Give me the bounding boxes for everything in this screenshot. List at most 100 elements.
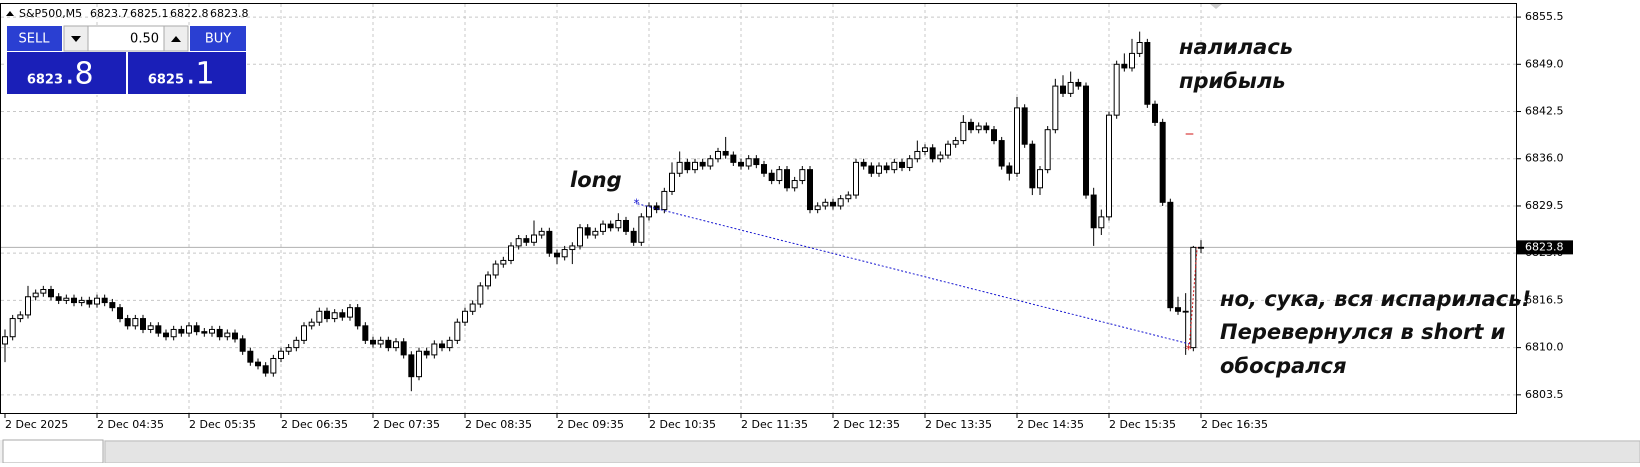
bull-body <box>776 169 783 182</box>
up-arrow <box>171 36 181 42</box>
y-tick-label: 6836.0 <box>1525 152 1564 165</box>
bull-body <box>2 336 8 345</box>
bull-body <box>937 154 944 160</box>
bull-body <box>876 165 882 174</box>
y-tick-label: 6829.5 <box>1525 199 1564 212</box>
bull-body <box>1182 310 1189 313</box>
bull-body <box>492 263 499 276</box>
bull-body <box>799 169 806 182</box>
buy-price-box[interactable] <box>128 52 246 94</box>
bear-body <box>722 150 729 156</box>
bear-body <box>1075 81 1082 87</box>
y-tick-label: 6816.5 <box>1525 293 1564 306</box>
plot-border <box>0 3 1517 414</box>
bear-body <box>362 325 369 341</box>
plot-area: ** <box>1 4 1516 413</box>
bull-body <box>485 274 491 287</box>
y-tick-label: 6810.0 <box>1525 341 1564 354</box>
bear-body <box>830 201 836 207</box>
bear-body <box>201 331 208 334</box>
bear-body <box>247 350 254 363</box>
tab-bar <box>104 440 1640 464</box>
bull-body <box>707 158 714 167</box>
bear-body <box>929 147 936 160</box>
bull-body <box>1106 114 1112 218</box>
bull-body <box>347 307 353 318</box>
buy-price-frac: .1 <box>186 57 215 92</box>
bear-body <box>400 341 407 356</box>
sell-price-box[interactable] <box>7 52 126 94</box>
x-tick-label: 2 Dec 12:35 <box>833 418 900 431</box>
bull-body <box>960 121 967 142</box>
bull-body <box>301 325 307 341</box>
bull-body <box>814 205 821 211</box>
bull-body <box>646 205 652 218</box>
bear-body <box>48 289 54 298</box>
x-tick-label: 2 Dec 16:35 <box>1201 418 1268 431</box>
bull-body <box>577 227 583 247</box>
x-tick-label: 2 Dec 09:35 <box>557 418 624 431</box>
bull-body <box>1067 81 1074 94</box>
lot-value: 0.50 <box>130 32 159 47</box>
bull-body <box>331 312 338 320</box>
bull-body <box>1136 42 1143 54</box>
bear-body <box>124 318 131 327</box>
bull-body <box>1113 63 1120 116</box>
sell-button[interactable] <box>7 26 62 51</box>
bid-label-bg <box>1517 240 1573 255</box>
bull-body <box>515 238 522 247</box>
buy-button[interactable] <box>190 26 246 51</box>
bull-body <box>1037 169 1043 189</box>
bull-body <box>891 161 898 171</box>
bear-body <box>523 238 530 243</box>
bull-body <box>914 150 921 160</box>
bear-body <box>784 169 790 189</box>
x-tick-label: 2 Dec 10:35 <box>649 418 716 431</box>
bear-body <box>761 164 767 174</box>
bull-body <box>469 303 476 312</box>
bear-body <box>1021 107 1028 145</box>
bull-body <box>508 245 514 261</box>
bull-body <box>170 328 177 338</box>
bull-body <box>561 249 568 258</box>
symbol: S&P500,M5 <box>19 7 82 20</box>
bear-body <box>1006 165 1013 174</box>
bull-body <box>285 347 292 352</box>
bull-body <box>9 318 16 338</box>
sell-label: SELL <box>19 32 51 47</box>
bull-body <box>906 158 913 168</box>
sell-price-frac: .8 <box>65 57 94 92</box>
annotation: налилась <box>1179 35 1293 59</box>
bull-body <box>186 325 192 334</box>
bear-body <box>1060 85 1066 94</box>
bear-body <box>1029 143 1036 189</box>
ohlc-value: 6823.8 <box>210 7 249 20</box>
collapse-icon[interactable] <box>6 11 14 16</box>
active-tab[interactable] <box>2 439 104 464</box>
short-line <box>1189 247 1198 345</box>
bull-body <box>661 190 668 211</box>
bull-body <box>745 158 752 167</box>
bull-body <box>94 297 100 305</box>
bull-body <box>393 341 399 349</box>
bull-body <box>78 299 85 304</box>
bear-body <box>324 310 330 320</box>
y-tick-label: 6855.5 <box>1525 10 1564 23</box>
trade-line <box>637 203 1190 345</box>
bear-body <box>968 121 974 131</box>
bear-body <box>370 339 376 345</box>
down-arrow <box>71 36 81 42</box>
bear-body <box>262 365 269 374</box>
lot-input[interactable] <box>87 25 165 52</box>
x-tick-label: 2 Dec 2025 <box>5 418 68 431</box>
bull-body <box>17 314 24 320</box>
bull-body <box>1098 216 1105 229</box>
bull-body <box>853 161 859 196</box>
bull-body <box>845 194 852 200</box>
ohlc-value: 6823.7 <box>90 7 129 20</box>
scroll-marker <box>1210 4 1222 9</box>
bear-body <box>607 223 614 229</box>
bull-body <box>1129 52 1135 69</box>
bear-body <box>868 165 875 174</box>
